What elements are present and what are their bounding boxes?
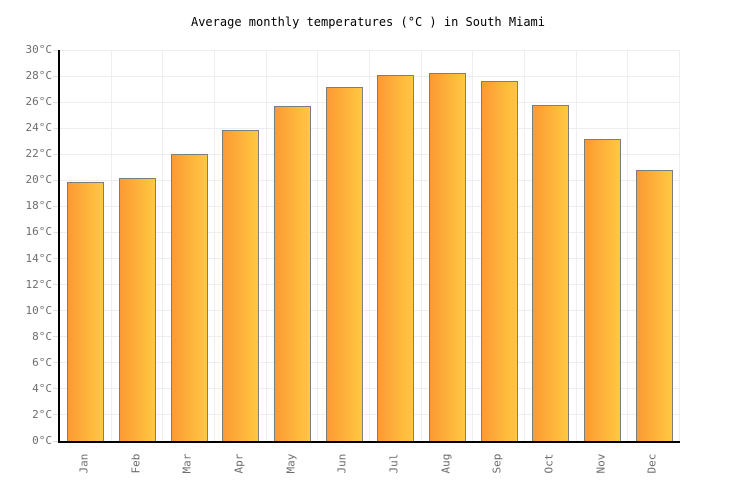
x-tick-label: Feb <box>129 453 142 473</box>
bar-sep <box>480 81 518 441</box>
bar-may <box>273 106 312 441</box>
y-tick-label: 30°C <box>25 43 53 56</box>
bar-oct <box>532 104 570 441</box>
y-tick-label: 6°C <box>32 355 52 369</box>
plot-area <box>53 49 680 443</box>
y-tick <box>53 127 58 129</box>
y-tick-label: 20°C <box>25 173 53 187</box>
x-gridline <box>524 50 525 441</box>
y-gridline <box>60 231 680 233</box>
x-slot: Apr <box>213 443 265 483</box>
x-gridline <box>265 50 267 441</box>
y-tick <box>53 258 58 260</box>
y-tick-label: 0°C <box>32 434 52 447</box>
y-tick <box>53 362 58 364</box>
y-gridline <box>60 49 680 51</box>
bar-jul <box>377 74 415 441</box>
x-gridline <box>317 50 319 441</box>
y-gridline <box>60 336 680 338</box>
y-tick <box>53 336 58 338</box>
x-tick-label: May <box>284 453 298 473</box>
y-tick <box>53 179 58 181</box>
y-gridline <box>60 101 680 103</box>
y-gridline <box>60 388 680 390</box>
y-tick-label: 14°C <box>25 251 53 265</box>
y-tick <box>53 75 58 77</box>
x-tick-label: Oct <box>542 453 556 473</box>
y-tick <box>53 49 58 51</box>
y-gridline <box>60 414 680 416</box>
x-gridline <box>575 50 577 441</box>
bar-mar <box>170 154 208 441</box>
x-gridline <box>369 50 370 441</box>
x-slot: Dec <box>626 443 678 483</box>
y-tick <box>53 284 58 286</box>
y-tick-label: 8°C <box>32 329 52 343</box>
x-tick-label: Mar <box>180 453 194 473</box>
x-slot: May <box>265 443 317 483</box>
x-gridline <box>679 50 680 441</box>
bar-feb <box>118 177 157 441</box>
y-tick <box>53 414 58 416</box>
y-tick-label: 24°C <box>25 121 53 135</box>
y-tick-label: 22°C <box>25 147 53 161</box>
y-gridline <box>60 284 680 286</box>
bar-apr <box>222 129 260 441</box>
y-gridline <box>60 153 680 155</box>
chart-title: Average monthly temperatures (°C ) in So… <box>190 15 545 29</box>
x-gridline <box>162 50 164 441</box>
x-slot: Aug <box>420 443 472 483</box>
y-gridline <box>60 205 680 207</box>
x-gridline <box>214 50 215 441</box>
x-gridline <box>627 50 629 441</box>
y-gridline <box>60 258 680 260</box>
x-tick-label: Sep <box>490 453 504 473</box>
x-slot: Oct <box>523 443 575 483</box>
y-tick-label: 18°C <box>25 199 53 213</box>
x-tick-label: Jan <box>77 453 91 473</box>
y-tick-label: 26°C <box>25 95 53 109</box>
x-gridline <box>472 50 474 441</box>
x-tick-label: Dec <box>645 453 659 473</box>
x-tick-label: Apr <box>232 453 246 473</box>
y-tick <box>53 205 58 207</box>
x-axis-labels: Jan Feb Mar Apr May Jun Jul Aug Sep Oct Nov Dec <box>58 443 678 483</box>
bar-aug <box>428 73 467 441</box>
x-gridline <box>110 50 112 441</box>
y-gridline <box>60 179 680 181</box>
y-tick-label: 16°C <box>25 225 53 239</box>
bar-jun <box>325 86 363 441</box>
y-gridline <box>60 75 680 77</box>
y-tick-label: 28°C <box>25 69 53 83</box>
x-slot: Jul <box>368 443 420 483</box>
y-tick <box>53 231 58 233</box>
x-tick-label: Jul <box>387 453 401 473</box>
x-tick-label: Nov <box>594 453 608 473</box>
y-tick-label: 4°C <box>32 381 52 395</box>
y-tick <box>53 101 58 103</box>
y-gridline <box>60 310 680 312</box>
y-tick <box>53 388 58 390</box>
x-slot: Mar <box>161 443 213 483</box>
x-slot: Sep <box>471 443 523 483</box>
y-gridline <box>60 362 680 364</box>
y-gridline <box>60 127 680 129</box>
x-gridline <box>420 50 422 441</box>
x-slot: Jun <box>316 443 368 483</box>
x-tick-label: Aug <box>439 453 453 473</box>
y-tick <box>53 153 58 155</box>
x-slot: Feb <box>110 443 162 483</box>
y-tick-label: 10°C <box>25 303 53 317</box>
bar-jan <box>67 181 105 441</box>
bar-dec <box>635 169 673 441</box>
x-tick-label: Jun <box>335 453 349 473</box>
x-slot: Jan <box>58 443 110 483</box>
y-tick-label: 2°C <box>32 407 52 421</box>
y-tick-label: 12°C <box>25 277 53 291</box>
y-tick <box>53 440 58 442</box>
bar-nov <box>583 138 622 441</box>
x-slot: Nov <box>575 443 627 483</box>
y-tick <box>53 310 58 312</box>
